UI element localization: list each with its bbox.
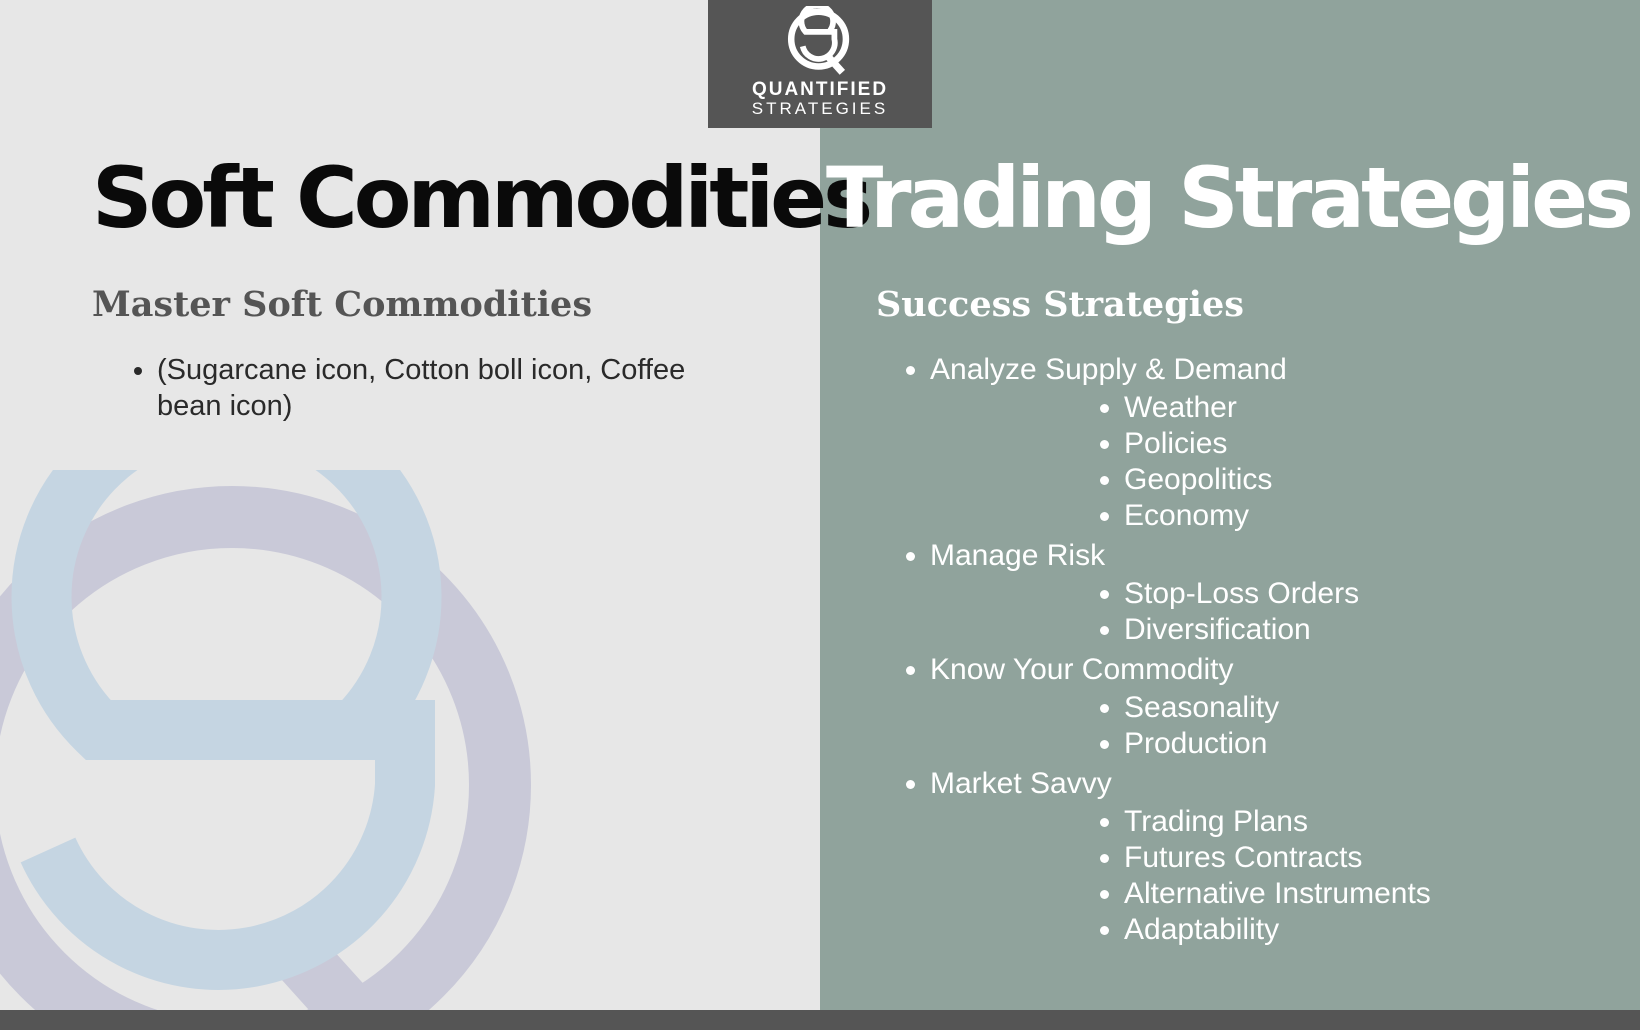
- left-panel: [0, 0, 820, 1010]
- list-item: Policies: [1124, 426, 1431, 462]
- list-item: Alternative Instruments: [1124, 876, 1431, 912]
- strategy-sublist: Weather Policies Geopolitics Economy: [930, 390, 1431, 534]
- strategy-label: Know Your Commodity: [930, 653, 1234, 686]
- strategy-group: Manage Risk Stop-Loss Orders Diversifica…: [930, 538, 1431, 648]
- strategy-label: Market Savvy: [930, 767, 1112, 800]
- strategy-group: Market Savvy Trading Plans Futures Contr…: [930, 766, 1431, 948]
- list-item: (Sugarcane icon, Cotton boll icon, Coffe…: [157, 352, 757, 424]
- right-panel: [820, 0, 1640, 1010]
- list-item: Trading Plans: [1124, 804, 1431, 840]
- list-item: Production: [1124, 726, 1431, 762]
- list-item: Geopolitics: [1124, 462, 1431, 498]
- right-heading: Success Strategies: [876, 284, 1244, 325]
- list-item: Stop-Loss Orders: [1124, 576, 1431, 612]
- strategy-sublist: Trading Plans Futures Contracts Alternat…: [930, 804, 1431, 948]
- qs-watermark-icon: [0, 470, 531, 1010]
- list-item: Weather: [1124, 390, 1431, 426]
- qs-logo-icon: [787, 6, 850, 75]
- strategy-list: Analyze Supply & Demand Weather Policies…: [930, 352, 1431, 952]
- strategy-sublist: Seasonality Production: [930, 690, 1431, 762]
- commodity-list: (Sugarcane icon, Cotton boll icon, Coffe…: [157, 352, 757, 424]
- list-item: Seasonality: [1124, 690, 1431, 726]
- list-item: Futures Contracts: [1124, 840, 1431, 876]
- list-item: Diversification: [1124, 612, 1431, 648]
- strategy-group: Analyze Supply & Demand Weather Policies…: [930, 352, 1431, 534]
- logo-text-quantified: QUANTIFIED: [751, 79, 889, 100]
- page-title-part2: Trading Strategies: [826, 149, 1634, 247]
- page-title-part1: Soft Commodities: [92, 149, 873, 247]
- strategy-label: Analyze Supply & Demand: [930, 353, 1287, 386]
- strategy-sublist: Stop-Loss Orders Diversification: [930, 576, 1431, 648]
- left-heading: Master Soft Commodities: [92, 284, 593, 325]
- list-item: Adaptability: [1124, 912, 1431, 948]
- strategy-label: Manage Risk: [930, 539, 1106, 572]
- logo-text-strategies: STRATEGIES: [751, 99, 889, 118]
- brand-logo: QUANTIFIED STRATEGIES: [708, 0, 932, 128]
- list-item: Economy: [1124, 498, 1431, 534]
- strategy-group: Know Your Commodity Seasonality Producti…: [930, 652, 1431, 762]
- footer-bar: [0, 1010, 1640, 1030]
